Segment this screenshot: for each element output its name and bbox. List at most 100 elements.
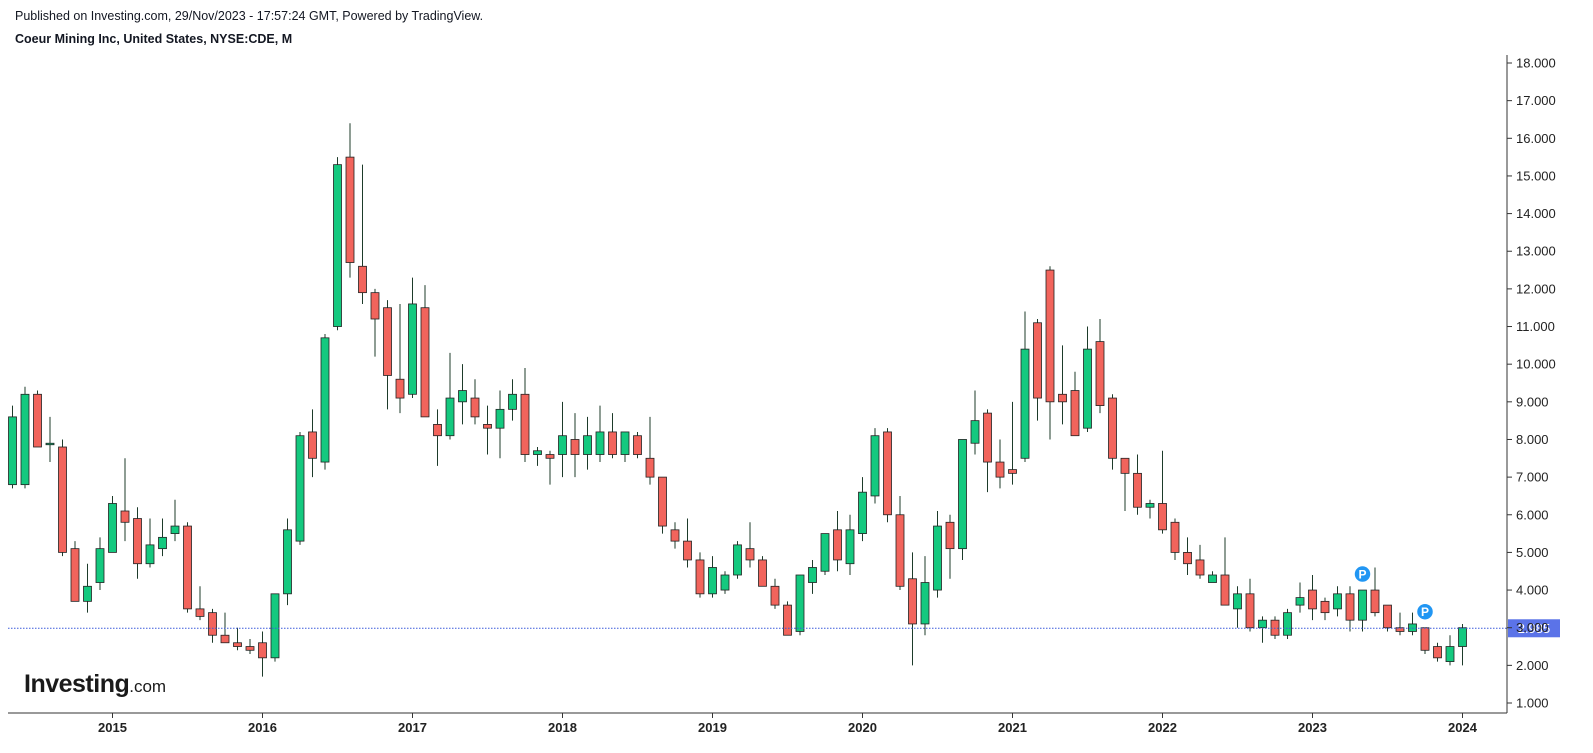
candle-body [795,574,805,632]
candle-body [183,525,192,610]
candle-body [595,431,605,455]
candle-body [8,416,17,486]
candle [195,586,205,621]
candle [308,409,317,478]
candle-body [383,307,392,376]
candle-body [533,450,542,455]
candle [233,627,242,651]
candle-body [1070,390,1080,437]
candle-body [1308,589,1317,610]
candle [1220,537,1230,606]
candle [383,300,392,410]
candle [920,556,930,636]
candle [1408,612,1417,636]
y-tick-label: 7.000 [1516,470,1549,485]
candle-body [370,292,380,320]
candle-body [1158,503,1167,531]
candle [1045,266,1055,440]
candle [370,288,380,357]
candle [995,439,1005,489]
candle-body [408,303,417,395]
event-marker[interactable]: P [1353,564,1372,584]
candle [1345,586,1355,632]
candle [883,428,892,523]
candle-body [333,164,342,327]
y-tick-label: 2.000 [1516,658,1549,673]
candle-body [808,567,817,583]
candle [483,405,492,455]
y-tick-label: 1.000 [1516,696,1549,711]
candle [670,522,680,549]
candle [45,416,55,463]
candle-body [233,642,242,647]
candle-body [170,525,180,534]
candle-body [945,521,955,550]
y-tick-label: 8.000 [1516,432,1549,447]
candle-body [1045,269,1055,403]
candle-body [1420,627,1430,651]
candle [933,511,942,598]
candle-body [970,420,980,444]
candle-body [1183,552,1192,565]
candle-body [995,461,1005,478]
candle [20,386,30,489]
candle [358,164,367,304]
y-tick-label: 3.000 [1516,620,1549,635]
x-tick-label: 2016 [248,720,277,735]
candle [895,495,905,591]
candle [445,352,455,440]
candle-body [345,156,355,263]
candle [1158,450,1167,534]
y-tick-label: 6.000 [1516,507,1549,522]
candle-body [1033,322,1042,399]
y-tick-label: 9.000 [1516,394,1549,409]
candle-body [1008,469,1017,474]
candle [833,511,842,572]
x-tick-label: 2021 [998,720,1027,735]
candle-body [1083,348,1092,429]
candle-body [620,431,630,455]
event-marker[interactable]: P [1415,602,1435,621]
candle-body [870,435,880,497]
candle-body [458,390,467,403]
candle [720,571,730,594]
y-tick-label: 15.000 [1516,168,1556,183]
candle [70,541,80,602]
candle [1245,578,1255,632]
candle [770,578,780,609]
candle [1233,586,1242,628]
candle-body [158,536,167,550]
candle [1320,597,1330,621]
candle-body [1095,341,1105,406]
candle [983,409,992,493]
candle [1170,518,1180,560]
candle-body [1170,521,1180,553]
candle-body [45,442,55,446]
candle [1258,616,1267,643]
candle [170,499,180,542]
candle-body [1395,627,1405,632]
candle [1183,537,1192,575]
candle [945,514,955,579]
candle [508,379,517,421]
candle-body [783,604,792,636]
y-tick-label: 4.000 [1516,583,1549,598]
y-tick-label: 18.000 [1516,56,1556,71]
candle [283,518,292,606]
chart-title: Coeur Mining Inc, United States, NYSE:CD… [15,32,293,46]
candle-body [20,393,30,486]
candle-body [908,578,917,625]
candle [533,447,542,466]
candle-body [195,608,205,617]
candle-body [608,431,617,455]
candle-body [845,529,855,565]
candle [1008,401,1017,485]
candle-body [720,574,730,591]
candles-layer [8,123,1467,677]
candle-body [820,533,830,572]
y-tick-label: 16.000 [1516,131,1556,146]
candle-body [95,548,105,583]
candle [783,601,792,636]
candle [1195,544,1205,579]
